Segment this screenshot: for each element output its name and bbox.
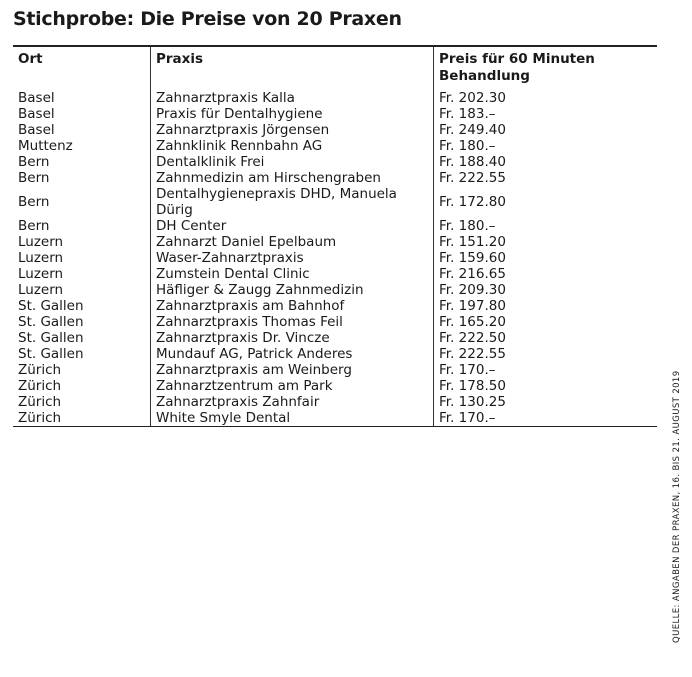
city-cell: Luzern (18, 234, 64, 250)
practice-cell: Praxis für Dentalhygiene (150, 106, 433, 122)
table-row: Zürich Zahnarztpraxis am Weinberg Fr. 170.… (13, 362, 657, 378)
city-cell: St. Gallen (18, 298, 84, 314)
column-header: Ort (18, 51, 43, 67)
city-cell: Muttenz (18, 138, 73, 154)
city-cell: St. Gallen (18, 314, 84, 330)
price-cell: Fr. 222.50 (433, 330, 657, 346)
price-cell: Fr. 172.80 (433, 186, 657, 218)
table-row: Bern Dentalhygienepraxis DHD, Manuela Dür… (13, 186, 657, 218)
city-cell: Zürich (18, 378, 62, 394)
practice-cell: Dentalklinik Frei (150, 154, 433, 170)
table: Ort Praxis Preis für 60 Minuten Behandlung… (13, 45, 657, 427)
price-cell: Fr. 180.– (433, 138, 657, 154)
city-cell: Zürich (18, 362, 62, 378)
price-cell: Fr. 197.80 (433, 298, 657, 314)
city-cell: Luzern (18, 266, 64, 282)
table-row: Luzern Zumstein Dental Clinic Fr. 216.65 (13, 266, 657, 282)
table-row: Bern DH Center Fr. 180.– (13, 218, 657, 234)
practice-cell: Zahnarztpraxis Kalla (150, 90, 433, 106)
table-row: Basel Zahnarztpraxis Kalla Fr. 202.30 (13, 90, 657, 106)
table-row: St. Gallen Mundauf AG, Patrick Anderes Fr.… (13, 346, 657, 362)
header-row: Ort Praxis Preis für 60 Minuten Behandlung (13, 47, 657, 90)
price-cell: Fr. 202.30 (433, 90, 657, 106)
title: Stichprobe: Die Preise von 20 Praxen (13, 8, 402, 30)
practice-cell: Mundauf AG, Patrick Anderes (150, 346, 433, 362)
price-cell: Fr. 209.30 (433, 282, 657, 298)
price-cell: Fr. 222.55 (433, 170, 657, 186)
table-row: Luzern Waser-Zahnarztpraxis Fr. 159.60 (13, 250, 657, 266)
practice-cell: Zahnmedizin am Hirschengraben (150, 170, 433, 186)
city-cell: Basel (18, 90, 55, 106)
city-cell: Luzern (18, 250, 64, 266)
price-cell: Fr. 180.– (433, 218, 657, 234)
table-row: Bern Dentalklinik Frei Fr. 188.40 (13, 154, 657, 170)
column-header: Praxis (150, 47, 433, 90)
price-cell: Fr. 249.40 (433, 122, 657, 138)
price-cell: Fr. 165.20 (433, 314, 657, 330)
price-cell: Fr. 130.25 (433, 394, 657, 410)
table-row: Zürich White Smyle Dental Fr. 170.– (13, 410, 657, 426)
table-row: Luzern Zahnarzt Daniel Epelbaum Fr. 151.20 (13, 234, 657, 250)
table-row: Basel Zahnarztpraxis Jörgensen Fr. 249.40 (13, 122, 657, 138)
practice-cell: Zahnarztzentrum am Park (150, 378, 433, 394)
city-cell: St. Gallen (18, 330, 84, 346)
city-cell: Basel (18, 106, 55, 122)
table-row: St. Gallen Zahnarztpraxis Dr. Vincze Fr. 2… (13, 330, 657, 346)
price-cell: Fr. 188.40 (433, 154, 657, 170)
practice-cell: DH Center (150, 218, 433, 234)
price-cell: Fr. 216.65 (433, 266, 657, 282)
city-cell: Luzern (18, 282, 64, 298)
practice-cell: Zahnarztpraxis Dr. Vincze (150, 330, 433, 346)
city-cell: Basel (18, 122, 55, 138)
practice-cell: Zahnarzt Daniel Epelbaum (150, 234, 433, 250)
price-cell: Fr. 151.20 (433, 234, 657, 250)
practice-cell: Zahnarztpraxis Thomas Feil (150, 314, 433, 330)
table-row: Zürich Zahnarztzentrum am Park Fr. 178.50 (13, 378, 657, 394)
table-row: Zürich Zahnarztpraxis Zahnfair Fr. 130.25 (13, 394, 657, 410)
practice-cell: Zahnklinik Rennbahn AG (150, 138, 433, 154)
city-cell: Bern (18, 154, 50, 170)
price-cell: Fr. 170.– (433, 410, 657, 426)
source-note: QUELLE: ANGABEN DER PRAXEN, 16. BIS 21. … (672, 370, 682, 643)
table-row: St. Gallen Zahnarztpraxis Thomas Feil Fr. … (13, 314, 657, 330)
practice-cell: Häfliger & Zaugg Zahnmedizin (150, 282, 433, 298)
price-cell: Fr. 178.50 (433, 378, 657, 394)
table-row: St. Gallen Zahnarztpraxis am Bahnhof Fr. 1… (13, 298, 657, 314)
price-cell: Fr. 159.60 (433, 250, 657, 266)
practice-cell: Waser-Zahnarztpraxis (150, 250, 433, 266)
table-row: Luzern Häfliger & Zaugg Zahnmedizin Fr. 20… (13, 282, 657, 298)
price-cell: Fr. 222.55 (433, 346, 657, 362)
practice-cell: Zahnarztpraxis Zahnfair (150, 394, 433, 410)
city-cell: St. Gallen (18, 346, 84, 362)
price-cell: Fr. 183.– (433, 106, 657, 122)
practice-cell: White Smyle Dental (150, 410, 433, 426)
table-row: Bern Zahnmedizin am Hirschengraben Fr. 222… (13, 170, 657, 186)
city-cell: Bern (18, 170, 50, 186)
practice-cell: Dentalhygienepraxis DHD, Manuela Dürig (150, 186, 433, 218)
city-cell: Bern (18, 218, 50, 234)
city-cell: Zürich (18, 410, 62, 426)
practice-cell: Zahnarztpraxis am Bahnhof (150, 298, 433, 314)
table-row: Basel Praxis für Dentalhygiene Fr. 183.– (13, 106, 657, 122)
practice-cell: Zahnarztpraxis Jörgensen (150, 122, 433, 138)
price-cell: Fr. 170.– (433, 362, 657, 378)
table-body: Basel Zahnarztpraxis Kalla Fr. 202.30 Basel… (13, 90, 657, 426)
table-row: Muttenz Zahnklinik Rennbahn AG Fr. 180.– (13, 138, 657, 154)
practice-cell: Zumstein Dental Clinic (150, 266, 433, 282)
practice-cell: Zahnarztpraxis am Weinberg (150, 362, 433, 378)
city-cell: Zürich (18, 394, 62, 410)
city-cell: Bern (18, 194, 50, 210)
column-header: Preis für 60 Minuten Behandlung (433, 47, 657, 90)
